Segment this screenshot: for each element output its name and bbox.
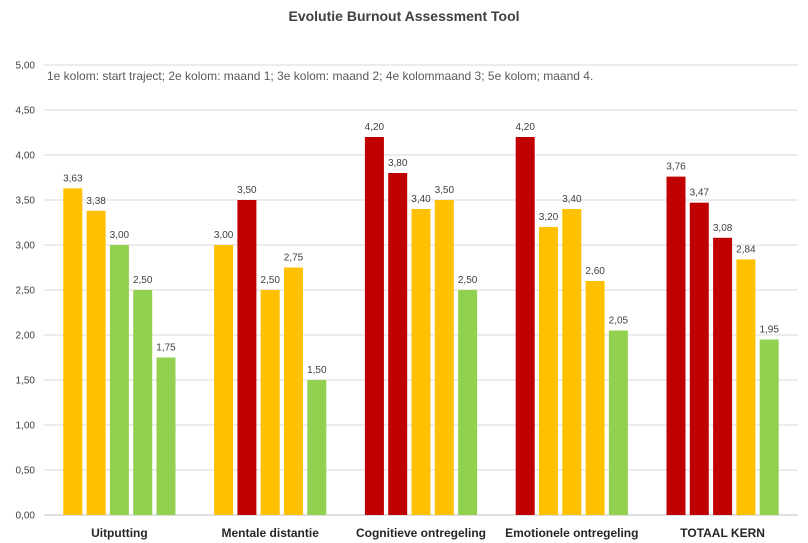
- category-labels: Uitputting Mentale distantie Cognitieve on…: [91, 526, 765, 540]
- y-tick-label: 2,50: [16, 286, 36, 297]
- y-tick-label: 4,50: [16, 106, 36, 117]
- data-label: 2,84: [736, 244, 756, 255]
- data-label: 3,40: [562, 194, 582, 205]
- y-tick-label: 0,50: [16, 466, 36, 477]
- bar: [411, 209, 431, 515]
- data-label: 2,50: [133, 275, 153, 286]
- bar: [307, 380, 327, 515]
- y-tick-label: 3,50: [16, 196, 36, 207]
- bar: [388, 173, 408, 515]
- bar: [608, 330, 628, 515]
- data-label: 3,08: [713, 223, 733, 234]
- bar: [133, 290, 153, 515]
- bar: [713, 237, 733, 516]
- data-label: 1,75: [156, 343, 176, 354]
- data-label: 1,50: [307, 365, 327, 376]
- data-label: 2,50: [458, 275, 478, 286]
- bar: [63, 188, 83, 516]
- bar: [260, 290, 280, 515]
- y-tick-label: 2,00: [16, 331, 36, 342]
- data-label: 3,76: [666, 162, 686, 173]
- data-label: 3,00: [214, 230, 234, 241]
- chart-subtitle: 1e kolom: start traject; 2e kolom: maand…: [47, 69, 593, 83]
- bar: [585, 281, 605, 515]
- data-label: 3,20: [539, 212, 559, 223]
- bar: [109, 245, 129, 515]
- data-label: 3,50: [237, 185, 257, 196]
- data-label: 3,38: [86, 196, 106, 207]
- data-labels: 3,63 3,38 3,00 2,50 1,75 3,00 3,50 2,50 2,75 1,50…: [63, 122, 779, 376]
- data-label: 2,50: [260, 275, 280, 286]
- y-tick-label: 3,00: [16, 241, 36, 252]
- bar: [562, 209, 582, 515]
- data-label: 3,50: [435, 185, 455, 196]
- category-label: TOTAAL KERN: [680, 526, 765, 540]
- data-label: 4,20: [365, 122, 385, 133]
- data-label: 2,05: [609, 316, 629, 327]
- bar: [759, 339, 779, 515]
- bar: [458, 290, 478, 515]
- y-tick-label: 0,00: [16, 511, 36, 522]
- data-label: 2,60: [585, 266, 605, 277]
- y-axis-ticks: 0,00 0,50 1,00 1,50 2,00 2,50 3,00 3,50 4,00 4,50…: [16, 61, 36, 522]
- data-label: 3,00: [110, 230, 130, 241]
- bar: [214, 245, 234, 515]
- data-label: 4,20: [515, 122, 535, 133]
- y-tick-label: 4,00: [16, 151, 36, 162]
- y-tick-label: 1,00: [16, 421, 36, 432]
- category-label: Uitputting: [91, 526, 148, 540]
- bar: [86, 210, 106, 516]
- category-label: Emotionele ontregeling: [505, 526, 638, 540]
- data-label: 3,80: [388, 158, 408, 169]
- bar: [434, 200, 454, 515]
- data-label: 3,40: [411, 194, 431, 205]
- bar: [156, 357, 176, 515]
- bar: [689, 202, 709, 515]
- bar: [284, 267, 303, 515]
- data-label: 2,75: [284, 253, 304, 264]
- bar: [364, 137, 384, 515]
- y-tick-label: 5,00: [16, 61, 36, 72]
- chart-title: Evolutie Burnout Assessment Tool: [288, 8, 519, 24]
- category-label: Cognitieve ontregeling: [356, 526, 486, 540]
- bars: [63, 137, 779, 516]
- category-label: Mentale distantie: [222, 526, 320, 540]
- y-tick-label: 1,50: [16, 376, 36, 387]
- bar: [515, 137, 535, 515]
- data-label: 1,95: [759, 325, 779, 336]
- bar: [539, 227, 558, 515]
- data-label: 3,63: [63, 173, 83, 184]
- bar: [736, 259, 756, 515]
- bar: [666, 176, 686, 515]
- bar: [237, 200, 257, 515]
- data-label: 3,47: [690, 188, 710, 199]
